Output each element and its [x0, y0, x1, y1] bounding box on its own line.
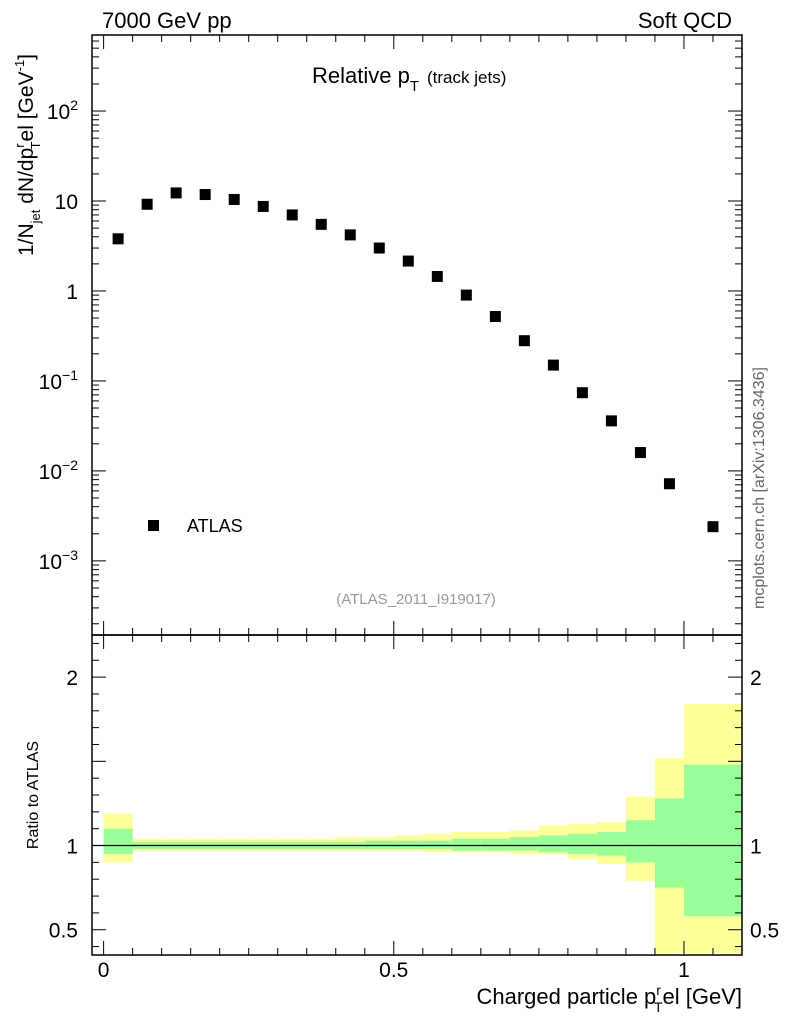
y-tick-label: 102: [47, 97, 78, 124]
main-marks: [112, 187, 719, 533]
ratio-y-tick-label: 1: [66, 836, 78, 859]
stat-uncertainty-band: [567, 833, 597, 854]
reference-label: (ATLAS_2011_I919017): [336, 591, 496, 608]
y-tick-label: 10−3: [39, 547, 79, 574]
stat-uncertainty-band: [654, 798, 684, 888]
data-point: [576, 387, 588, 399]
stat-uncertainty-band: [509, 837, 539, 851]
ratio-y-tick-label: 1: [750, 836, 762, 859]
stat-uncertainty-band: [480, 838, 510, 851]
ratio-panel: 0.5 0.51 12 2 0 0.5 1 Ratio to ATLAS Charged …: [25, 634, 779, 1015]
x-tick-label: 0: [98, 959, 110, 982]
ratio-y-tick-label: 0.5: [750, 920, 779, 943]
stat-uncertainty-band: [596, 832, 626, 856]
data-point: [199, 189, 211, 201]
header-right: Soft QCD: [638, 8, 732, 33]
side-note: mcplots.cern.ch [arXiv:1306.3436]: [751, 367, 768, 609]
data-point: [257, 200, 269, 212]
ratio-y-axis-title: Ratio to ATLAS: [25, 741, 42, 849]
data-point: [141, 198, 153, 210]
data-point: [663, 478, 675, 490]
data-point: [344, 229, 356, 241]
x-axis-title: Charged particle pr Tel [GeV]: [477, 982, 743, 1015]
x-tick-label: 1: [678, 959, 690, 982]
x-tick-labels: 0 0.5 1: [98, 959, 690, 982]
plot-title: Relative pT (track jets): [312, 63, 506, 95]
ratio-frame: [91, 634, 743, 956]
ratio-y-tick-label: 0.5: [49, 920, 78, 943]
data-point: [402, 255, 414, 267]
main-frame: [91, 34, 743, 636]
y-tick-label: 10−1: [39, 367, 79, 394]
data-point: [489, 311, 501, 323]
ratio-y-tick-label: 2: [750, 667, 762, 690]
data-point: [112, 233, 124, 245]
y-tick-label: 1: [66, 281, 78, 304]
data-point: [547, 359, 559, 371]
data-point: [707, 521, 719, 533]
data-point: [228, 193, 240, 205]
stat-uncertainty-band: [422, 840, 452, 849]
stat-uncertainty-band: [625, 820, 655, 863]
ratio-y-tick-label: 2: [66, 667, 78, 690]
main-panel: 102 10 1 10−1 10−2 10−3 Relative pT (track jet…: [12, 34, 743, 636]
header-left: 7000 GeV pp: [102, 8, 232, 33]
data-point: [286, 209, 298, 221]
data-point: [634, 447, 646, 459]
stat-uncertainty-band: [364, 840, 394, 849]
data-point: [605, 415, 617, 427]
x-tick-label: 0.5: [379, 959, 408, 982]
data-point: [460, 289, 472, 301]
y-tick-label: 10: [55, 191, 78, 214]
stat-uncertainty-band: [683, 764, 742, 917]
main-y-tick-labels: 102 10 1 10−1 10−2 10−3: [39, 97, 79, 574]
ratio-bands: [103, 704, 742, 954]
ratio-y-tick-labels: 0.5 0.5 1 1 2 2: [49, 667, 779, 943]
legend-label: ATLAS: [187, 516, 243, 536]
data-point: [315, 218, 327, 230]
data-point: [170, 187, 182, 199]
stat-uncertainty-band: [451, 838, 481, 851]
y-tick-label: 10−2: [39, 457, 79, 484]
main-axis-ticks: [92, 34, 743, 635]
stat-uncertainty-band: [103, 828, 133, 854]
data-point: [373, 242, 385, 254]
ratio-axis-ticks: [92, 635, 743, 955]
stat-uncertainty-band: [393, 840, 423, 849]
data-point: [518, 335, 530, 347]
stat-uncertainty-band: [538, 835, 568, 853]
data-point: [431, 270, 443, 282]
main-y-axis-title: 1/Njet dN/dprTel [GeV-1]: [12, 54, 43, 256]
legend-marker: [148, 520, 159, 531]
